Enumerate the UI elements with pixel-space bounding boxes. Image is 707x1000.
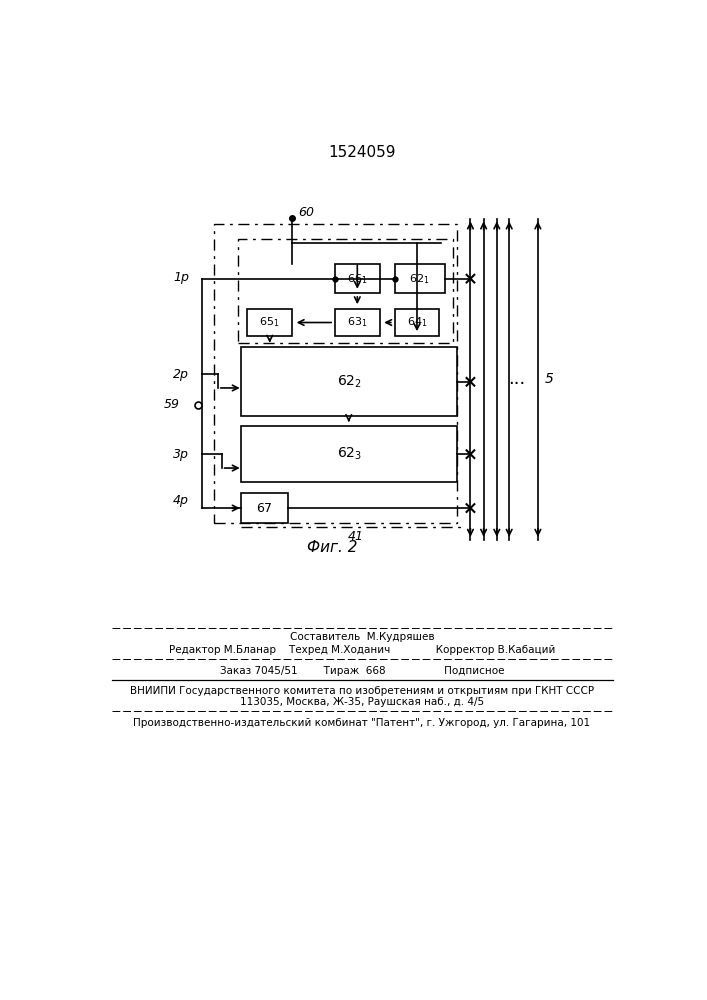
Text: 41: 41 [348,530,363,543]
Text: Фиг. 2: Фиг. 2 [308,540,358,555]
Bar [335,264,380,293]
Text: 3р: 3р [173,448,189,461]
Text: 4р: 4р [173,494,189,507]
Text: $62_1$: $62_1$ [409,272,430,286]
Text: $62_2$: $62_2$ [337,374,362,390]
Text: ...: ... [508,370,525,388]
Bar [247,309,292,336]
Text: 1524059: 1524059 [328,145,396,160]
Text: $65_1$: $65_1$ [259,315,280,329]
Bar [395,264,445,293]
Text: $66_1$: $66_1$ [347,272,368,286]
Text: Заказ 7045/51        Тираж  668                  Подписное: Заказ 7045/51 Тираж 668 Подписное [220,666,504,676]
Text: $67$: $67$ [256,502,273,515]
Bar [238,239,453,343]
Text: $62_3$: $62_3$ [337,446,362,462]
Text: Производственно-издательский комбинат "Патент", г. Ужгород, ул. Гагарина, 101: Производственно-издательский комбинат "П… [134,718,590,728]
Text: $63_1$: $63_1$ [347,315,368,329]
Bar [241,426,457,482]
Text: ВНИИПИ Государственного комитета по изобретениям и открытиям при ГКНТ СССР: ВНИИПИ Государственного комитета по изоб… [130,686,594,696]
Text: $64_1$: $64_1$ [407,315,427,329]
Text: 113035, Москва, Ж-35, Раушская наб., д. 4/5: 113035, Москва, Ж-35, Раушская наб., д. … [240,697,484,707]
Bar [214,224,457,523]
Text: 2р: 2р [173,368,189,381]
Text: Составитель  М.Кудряшев: Составитель М.Кудряшев [290,632,434,642]
Bar [241,347,457,416]
Bar [335,309,380,336]
Text: 1р: 1р [173,271,189,284]
Text: 59: 59 [164,398,180,411]
Bar [241,493,288,523]
Bar [395,309,440,336]
Text: Редактор М.Бланар    Техред М.Ходанич              Корректор В.Кабаций: Редактор М.Бланар Техред М.Ходанич Корре… [169,645,555,655]
Text: 5: 5 [545,372,554,386]
Text: 60: 60 [298,206,315,219]
